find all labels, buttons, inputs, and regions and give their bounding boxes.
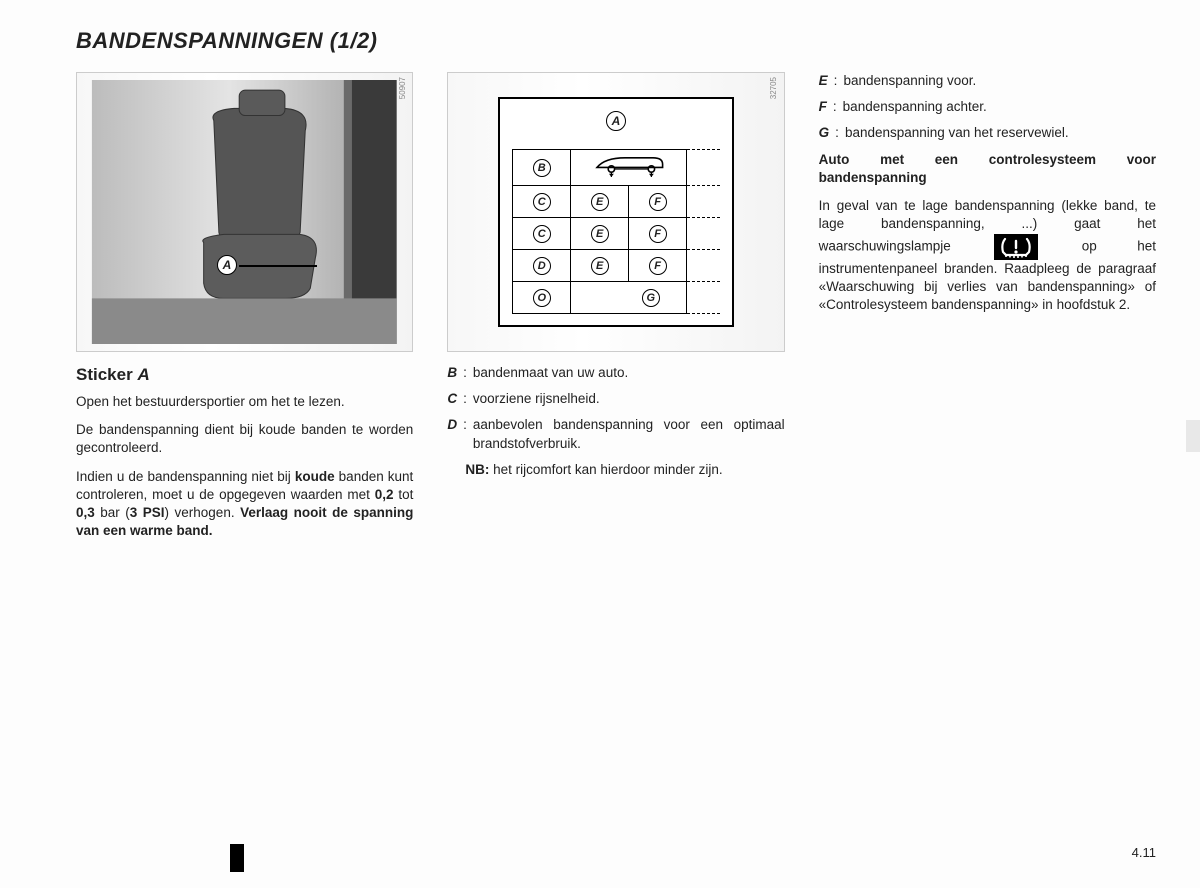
- figure-sticker-diagram: 32705 A B: [447, 72, 784, 352]
- definition-text: bandenspanning achter.: [843, 98, 1156, 116]
- col3-definitions: E:bandenspanning voor.F:bandenspanning a…: [819, 72, 1156, 143]
- definition-label: B: [447, 364, 457, 382]
- definition-label: C: [447, 390, 457, 408]
- col3-heading: Auto met een controlesysteem voor banden…: [819, 151, 1156, 187]
- definition-sep: :: [835, 124, 839, 142]
- col1-p2: De bandenspanning dient bij koude banden…: [76, 421, 413, 457]
- sticker-heading-label: A: [137, 365, 149, 384]
- callout-label-a: A: [217, 255, 237, 275]
- t: bar (: [95, 505, 130, 520]
- col2-nb: NB: het rijcomfort kan hierdoor minder z…: [447, 461, 784, 479]
- definition-sep: :: [834, 72, 838, 90]
- definition-line: E: bandenspanning voor.: [819, 72, 1156, 90]
- definition-text: bandenspanning van het reservewiel.: [845, 124, 1156, 142]
- page-title: BANDENSPANNINGEN (1/2): [76, 28, 1156, 54]
- col1-p1: Open het bestuurdersportier om het te le…: [76, 393, 413, 411]
- col1-p3: Indien u de bandenspanning niet bij koud…: [76, 468, 413, 541]
- cell-c: C: [533, 193, 551, 211]
- cell-e: E: [591, 257, 609, 275]
- cell-d: D: [533, 257, 551, 275]
- nb-text: het rijcomfort kan hierdoor minder zijn.: [489, 462, 722, 477]
- definition-text: bandenspanning voor.: [843, 72, 1156, 90]
- diagram-inner: A B: [512, 111, 719, 313]
- definition-sep: :: [833, 98, 837, 116]
- definition-text: voorziene rijsnelheid.: [473, 390, 785, 408]
- t: 3 PSI: [130, 505, 165, 520]
- car-seat-icon: [85, 80, 404, 344]
- column-1: 50907: [76, 72, 413, 550]
- definition-line: F: bandenspanning achter.: [819, 98, 1156, 116]
- definition-label: D: [447, 416, 457, 452]
- diagram-table: B: [512, 149, 719, 314]
- cell-f: F: [649, 193, 667, 211]
- figure-seat-photo: 50907: [76, 72, 413, 352]
- definition-label: F: [819, 98, 827, 116]
- t: koude: [295, 469, 335, 484]
- cell-f: F: [649, 225, 667, 243]
- car-silhouette-icon: [589, 152, 669, 178]
- callout-line: [239, 265, 317, 267]
- figure-id: 32705: [769, 77, 780, 99]
- sticker-heading: Sticker A: [76, 364, 413, 387]
- diagram-top-label: A: [512, 111, 719, 149]
- column-3: E:bandenspanning voor.F:bandenspanning a…: [819, 72, 1156, 550]
- cell-e: E: [591, 225, 609, 243]
- tpms-warning-icon: [994, 234, 1038, 260]
- nb-label: NB:: [465, 462, 489, 477]
- cell-b: B: [533, 159, 551, 177]
- columns: 50907: [76, 72, 1156, 550]
- definition-line: C: voorziene rijsnelheid.: [447, 390, 784, 408]
- definition-text: aanbevolen bandenspanning voor een optim…: [473, 416, 785, 452]
- definition-line: D:aanbevolen bandenspanning voor een opt…: [447, 416, 784, 452]
- cell-g: G: [642, 289, 660, 307]
- seat-illustration: [77, 73, 412, 351]
- t: Indien u de bandenspanning niet bij: [76, 469, 295, 484]
- definition-label: G: [819, 124, 830, 142]
- cell-f: F: [649, 257, 667, 275]
- column-2: 32705 A B: [447, 72, 784, 550]
- definition-sep: :: [463, 364, 467, 382]
- cell-c: C: [533, 225, 551, 243]
- diagram-frame: A B: [498, 97, 733, 327]
- t: 0,2: [375, 487, 394, 502]
- definition-text: bandenmaat van uw auto.: [473, 364, 785, 382]
- cell-e: E: [591, 193, 609, 211]
- sticker-heading-prefix: Sticker: [76, 365, 137, 384]
- label-a: A: [606, 111, 626, 131]
- col3-paragraph: In geval van te lage bandenspanning (lek…: [819, 197, 1156, 314]
- definition-line: B: bandenmaat van uw auto.: [447, 364, 784, 382]
- cell-o: O: [533, 289, 551, 307]
- manual-page: BANDENSPANNINGEN (1/2) 50907: [0, 0, 1200, 888]
- page-number: 4.11: [1132, 845, 1156, 860]
- definition-label: E: [819, 72, 828, 90]
- definition-sep: :: [463, 390, 467, 408]
- callout-a-container: A: [217, 255, 237, 275]
- t: ) verhogen.: [165, 505, 241, 520]
- definition-sep: :: [463, 416, 467, 452]
- section-edge-tab: [1186, 420, 1200, 452]
- footer-mark: [230, 844, 244, 872]
- t: tot: [394, 487, 414, 502]
- t: 0,3: [76, 505, 95, 520]
- col2-definitions: B: bandenmaat van uw auto. C: voorziene rij…: [447, 364, 784, 453]
- definition-line: G: bandenspanning van het reservewiel.: [819, 124, 1156, 142]
